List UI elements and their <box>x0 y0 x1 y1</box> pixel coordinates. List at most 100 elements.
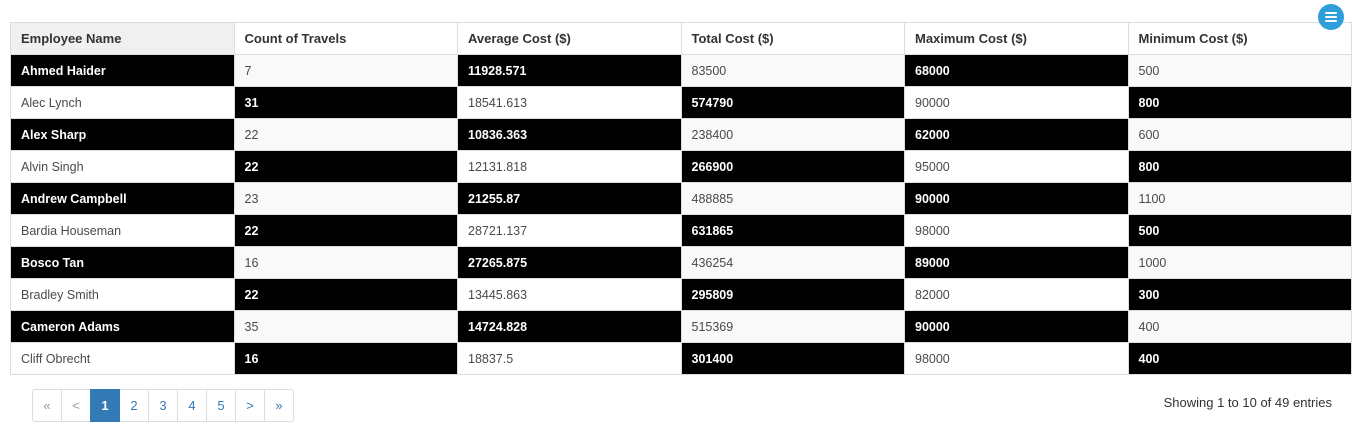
table-header-row: Employee Name Count of Travels Average Cos… <box>10 22 1352 55</box>
value-cell: 488885 <box>680 182 905 215</box>
column-header-average-cost[interactable]: Average Cost ($) <box>457 22 682 55</box>
page-item-page-3: 3 <box>148 389 178 422</box>
value-cell: 62000 <box>904 118 1129 151</box>
column-header-count-of-travels[interactable]: Count of Travels <box>233 22 458 55</box>
value-cell: 500 <box>1127 214 1352 247</box>
page-item-page-5: 5 <box>206 389 236 422</box>
value-cell: 35 <box>233 310 458 343</box>
value-cell: 574790 <box>680 86 905 119</box>
page-button-4[interactable]: 4 <box>177 389 207 422</box>
value-cell: 98000 <box>904 342 1129 375</box>
column-header-employee-name[interactable]: Employee Name <box>10 22 235 55</box>
table-row: Alec Lynch 31 18541.613 574790 90000 800 <box>10 86 1352 119</box>
value-cell: 800 <box>1127 150 1352 183</box>
report-container: Employee Name Count of Travels Average Cos… <box>10 4 1352 422</box>
value-cell: 11928.571 <box>457 54 682 87</box>
table-row: Bradley Smith 22 13445.863 295809 82000 300 <box>10 278 1352 311</box>
page-button-5[interactable]: 5 <box>206 389 236 422</box>
table-row: Alex Sharp 22 10836.363 238400 62000 600 <box>10 118 1352 151</box>
value-cell: 10836.363 <box>457 118 682 151</box>
value-cell: 14724.828 <box>457 310 682 343</box>
first-page-button: « <box>32 389 62 422</box>
page-item-page-4: 4 <box>177 389 207 422</box>
employee-name-cell: Alex Sharp <box>10 118 235 151</box>
column-header-maximum-cost[interactable]: Maximum Cost ($) <box>904 22 1129 55</box>
value-cell: 400 <box>1127 342 1352 375</box>
value-cell: 600 <box>1127 118 1352 151</box>
page-item-page-1: 1 <box>90 389 120 422</box>
value-cell: 21255.87 <box>457 182 682 215</box>
employee-name-cell: Ahmed Haider <box>10 54 235 87</box>
value-cell: 515369 <box>680 310 905 343</box>
hamburger-icon <box>1325 12 1337 22</box>
value-cell: 90000 <box>904 86 1129 119</box>
value-cell: 82000 <box>904 278 1129 311</box>
table-body: Ahmed Haider 7 11928.571 83500 68000 500 Alec … <box>10 54 1352 375</box>
employee-name-cell: Bosco Tan <box>10 246 235 279</box>
value-cell: 7 <box>233 54 458 87</box>
entries-info: Showing 1 to 10 of 49 entries <box>1163 395 1332 410</box>
value-cell: 1000 <box>1127 246 1352 279</box>
table-row: Bardia Houseman 22 28721.137 631865 98000 500 <box>10 214 1352 247</box>
value-cell: 500 <box>1127 54 1352 87</box>
value-cell: 301400 <box>680 342 905 375</box>
employee-name-cell: Bardia Houseman <box>10 214 235 247</box>
page-button-3[interactable]: 3 <box>148 389 178 422</box>
value-cell: 22 <box>233 150 458 183</box>
employee-name-cell: Cliff Obrecht <box>10 342 235 375</box>
value-cell: 95000 <box>904 150 1129 183</box>
page-item-first: « <box>32 389 62 422</box>
employee-name-cell: Alvin Singh <box>10 150 235 183</box>
value-cell: 27265.875 <box>457 246 682 279</box>
value-cell: 18837.5 <box>457 342 682 375</box>
page-button-1[interactable]: 1 <box>90 389 120 422</box>
table-row: Cameron Adams 35 14724.828 515369 90000 400 <box>10 310 1352 343</box>
page-button-2[interactable]: 2 <box>119 389 149 422</box>
table-row: Bosco Tan 16 27265.875 436254 89000 1000 <box>10 246 1352 279</box>
employee-name-cell: Cameron Adams <box>10 310 235 343</box>
value-cell: 90000 <box>904 310 1129 343</box>
table-row: Cliff Obrecht 16 18837.5 301400 98000 400 <box>10 342 1352 375</box>
table-footer: «<1 2 3 4 5 >» Showing 1 to 10 of 49 entries <box>10 389 1352 422</box>
employee-name-cell: Bradley Smith <box>10 278 235 311</box>
value-cell: 16 <box>233 246 458 279</box>
value-cell: 18541.613 <box>457 86 682 119</box>
value-cell: 295809 <box>680 278 905 311</box>
page-item-last: » <box>264 389 294 422</box>
value-cell: 98000 <box>904 214 1129 247</box>
value-cell: 300 <box>1127 278 1352 311</box>
value-cell: 266900 <box>680 150 905 183</box>
prev-page-button: < <box>61 389 91 422</box>
value-cell: 31 <box>233 86 458 119</box>
page-item-prev: < <box>61 389 91 422</box>
table-row: Alvin Singh 22 12131.818 266900 95000 800 <box>10 150 1352 183</box>
value-cell: 12131.818 <box>457 150 682 183</box>
value-cell: 238400 <box>680 118 905 151</box>
export-menu-button[interactable] <box>1318 4 1344 30</box>
value-cell: 90000 <box>904 182 1129 215</box>
table-row: Andrew Campbell 23 21255.87 488885 90000 1100 <box>10 182 1352 215</box>
value-cell: 89000 <box>904 246 1129 279</box>
employee-travel-table: Employee Name Count of Travels Average Cos… <box>10 22 1352 375</box>
pagination: «<1 2 3 4 5 >» <box>32 389 294 422</box>
value-cell: 16 <box>233 342 458 375</box>
column-header-total-cost[interactable]: Total Cost ($) <box>680 22 905 55</box>
value-cell: 22 <box>233 118 458 151</box>
value-cell: 400 <box>1127 310 1352 343</box>
employee-name-cell: Alec Lynch <box>10 86 235 119</box>
page-item-next: > <box>235 389 265 422</box>
page-item-page-2: 2 <box>119 389 149 422</box>
value-cell: 436254 <box>680 246 905 279</box>
value-cell: 800 <box>1127 86 1352 119</box>
last-page-button[interactable]: » <box>264 389 294 422</box>
value-cell: 631865 <box>680 214 905 247</box>
value-cell: 22 <box>233 278 458 311</box>
value-cell: 22 <box>233 214 458 247</box>
value-cell: 1100 <box>1127 182 1352 215</box>
next-page-button[interactable]: > <box>235 389 265 422</box>
column-header-minimum-cost[interactable]: Minimum Cost ($) <box>1127 22 1352 55</box>
value-cell: 83500 <box>680 54 905 87</box>
value-cell: 28721.137 <box>457 214 682 247</box>
value-cell: 23 <box>233 182 458 215</box>
table-row: Ahmed Haider 7 11928.571 83500 68000 500 <box>10 54 1352 87</box>
